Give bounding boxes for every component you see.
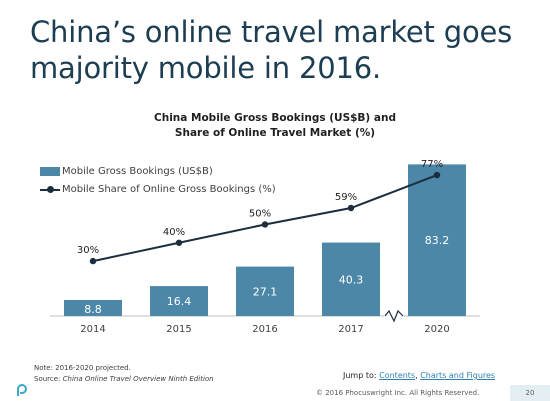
source-label: Source: bbox=[34, 375, 63, 383]
x-tick-label: 2015 bbox=[166, 324, 191, 335]
bar-value-label: 16.4 bbox=[167, 295, 192, 308]
x-tick-label: 2014 bbox=[80, 324, 105, 335]
share-value-label: 59% bbox=[335, 192, 357, 203]
share-point-2020 bbox=[433, 171, 441, 179]
bar-value-label: 27.1 bbox=[253, 285, 278, 298]
source-line: Source: China Online Travel Overview Nin… bbox=[34, 374, 214, 385]
page-number: 20 bbox=[510, 385, 550, 401]
jump-label: Jump to: bbox=[343, 371, 380, 380]
share-value-label: 30% bbox=[77, 245, 99, 256]
charts-and-figures-link[interactable]: Charts and Figures bbox=[420, 371, 496, 380]
legend-item-bookings: Mobile Gross Bookings (US$B) bbox=[40, 162, 276, 180]
axis-break-mark bbox=[384, 309, 404, 323]
contents-link[interactable]: Contents bbox=[379, 371, 416, 380]
bar-2015 bbox=[150, 286, 208, 316]
bar-value-label: 83.2 bbox=[425, 234, 450, 247]
x-tick-label: 2020 bbox=[424, 324, 449, 335]
source-title: China Online Travel Overview Ninth Editi… bbox=[62, 375, 214, 383]
legend-label-bookings: Mobile Gross Bookings (US$B) bbox=[62, 165, 213, 177]
bar-2016 bbox=[236, 266, 294, 316]
share-point-2014 bbox=[89, 257, 97, 265]
axis-break-gap bbox=[384, 312, 404, 320]
legend-bar-swatch bbox=[40, 166, 60, 176]
jump-separator: , bbox=[415, 371, 421, 380]
share-point-2015 bbox=[175, 239, 183, 246]
chart-note: Note: 2016-2020 projected. Source: China… bbox=[34, 363, 214, 385]
x-tick-label: 2017 bbox=[338, 324, 363, 335]
legend-label-share: Mobile Share of Online Gross Bookings (%… bbox=[62, 183, 276, 195]
legend-line-swatch bbox=[40, 185, 60, 194]
phocuswright-logo-icon bbox=[17, 384, 27, 396]
share-point-2017 bbox=[347, 204, 355, 212]
chart-title-line-1: China Mobile Gross Bookings (US$B) and bbox=[154, 112, 396, 124]
bar-2017 bbox=[322, 242, 380, 316]
share-value-label: 50% bbox=[249, 208, 271, 219]
slide-title: China’s online travel market goes majori… bbox=[30, 15, 513, 85]
bar-value-label: 40.3 bbox=[339, 273, 364, 286]
chart-title-line-2: Share of Online Travel Market (%) bbox=[174, 127, 376, 139]
bar-2020 bbox=[408, 164, 466, 316]
bar-2014 bbox=[64, 299, 122, 316]
bar-value-label: 8.8 bbox=[84, 303, 102, 316]
note-projected: Note: 2016-2020 projected. bbox=[34, 364, 131, 372]
share-value-label: 40% bbox=[163, 227, 185, 238]
chart-legend: Mobile Gross Bookings (US$B) Mobile Shar… bbox=[40, 162, 276, 198]
legend-item-share: Mobile Share of Online Gross Bookings (%… bbox=[40, 180, 276, 198]
share-point-2016 bbox=[261, 221, 269, 228]
copyright-text: © 2016 Phocuswright Inc. All Rights Rese… bbox=[316, 389, 480, 397]
chart-title: China Mobile Gross Bookings (US$B) and S… bbox=[100, 111, 450, 141]
x-tick-label: 2016 bbox=[252, 324, 277, 335]
share-value-label: 77% bbox=[421, 159, 443, 170]
jump-to-links: Jump to: Contents, Charts and Figures bbox=[343, 371, 495, 380]
